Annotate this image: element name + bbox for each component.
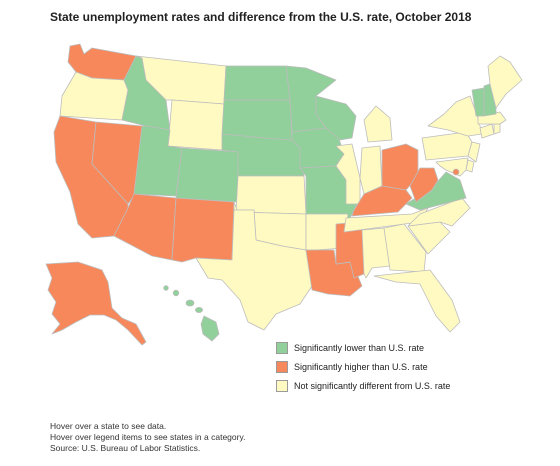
state-nm[interactable] bbox=[171, 197, 235, 263]
legend-swatch-lower bbox=[276, 342, 288, 354]
footnotes: Hover over a state to see data. Hover ov… bbox=[50, 421, 245, 454]
legend-swatch-higher bbox=[276, 361, 288, 373]
state-tx[interactable] bbox=[195, 209, 313, 331]
state-ct[interactable] bbox=[479, 123, 495, 139]
state-wv[interactable] bbox=[409, 167, 439, 203]
state-hi[interactable] bbox=[163, 285, 220, 342]
map-legend: Significantly lower than U.S. rate Signi… bbox=[276, 339, 450, 396]
state-co[interactable] bbox=[175, 147, 241, 203]
legend-label-lower: Significantly lower than U.S. rate bbox=[294, 343, 425, 353]
state-pa[interactable] bbox=[421, 131, 473, 161]
state-ga[interactable] bbox=[383, 223, 427, 273]
state-ri[interactable] bbox=[493, 123, 501, 135]
state-ky[interactable] bbox=[351, 185, 413, 217]
state-sd[interactable] bbox=[221, 99, 293, 141]
state-il[interactable] bbox=[335, 143, 361, 205]
state-me[interactable] bbox=[487, 55, 523, 109]
state-fl[interactable] bbox=[373, 269, 461, 333]
hover-state-note: Hover over a state to see data. bbox=[50, 421, 167, 431]
state-wi[interactable] bbox=[315, 95, 357, 141]
state-md[interactable] bbox=[435, 157, 469, 177]
legend-swatch-same bbox=[276, 380, 288, 392]
source-note: Source: U.S. Bureau of Labor Statistics. bbox=[50, 443, 201, 453]
state-wy[interactable] bbox=[167, 99, 225, 151]
legend-label-same: Not significantly different from U.S. ra… bbox=[294, 381, 451, 391]
state-mi[interactable] bbox=[363, 105, 393, 143]
state-ks[interactable] bbox=[235, 175, 307, 215]
state-ak[interactable] bbox=[45, 261, 147, 346]
legend-item-higher[interactable]: Significantly higher than U.S. rate bbox=[276, 358, 450, 376]
map-title: State unemployment rates and difference … bbox=[50, 10, 472, 24]
state-nj[interactable] bbox=[467, 141, 481, 163]
state-nh[interactable] bbox=[483, 83, 497, 117]
legend-item-same[interactable]: Not significantly different from U.S. ra… bbox=[276, 377, 450, 395]
legend-label-higher: Significantly higher than U.S. rate bbox=[294, 362, 428, 372]
state-nd[interactable] bbox=[223, 65, 291, 101]
hover-legend-note: Hover over legend items to see states in… bbox=[50, 432, 246, 442]
legend-item-lower[interactable]: Significantly lower than U.S. rate bbox=[276, 339, 450, 357]
state-dc[interactable] bbox=[452, 168, 460, 176]
state-la[interactable] bbox=[305, 249, 363, 297]
state-in[interactable] bbox=[359, 145, 383, 195]
